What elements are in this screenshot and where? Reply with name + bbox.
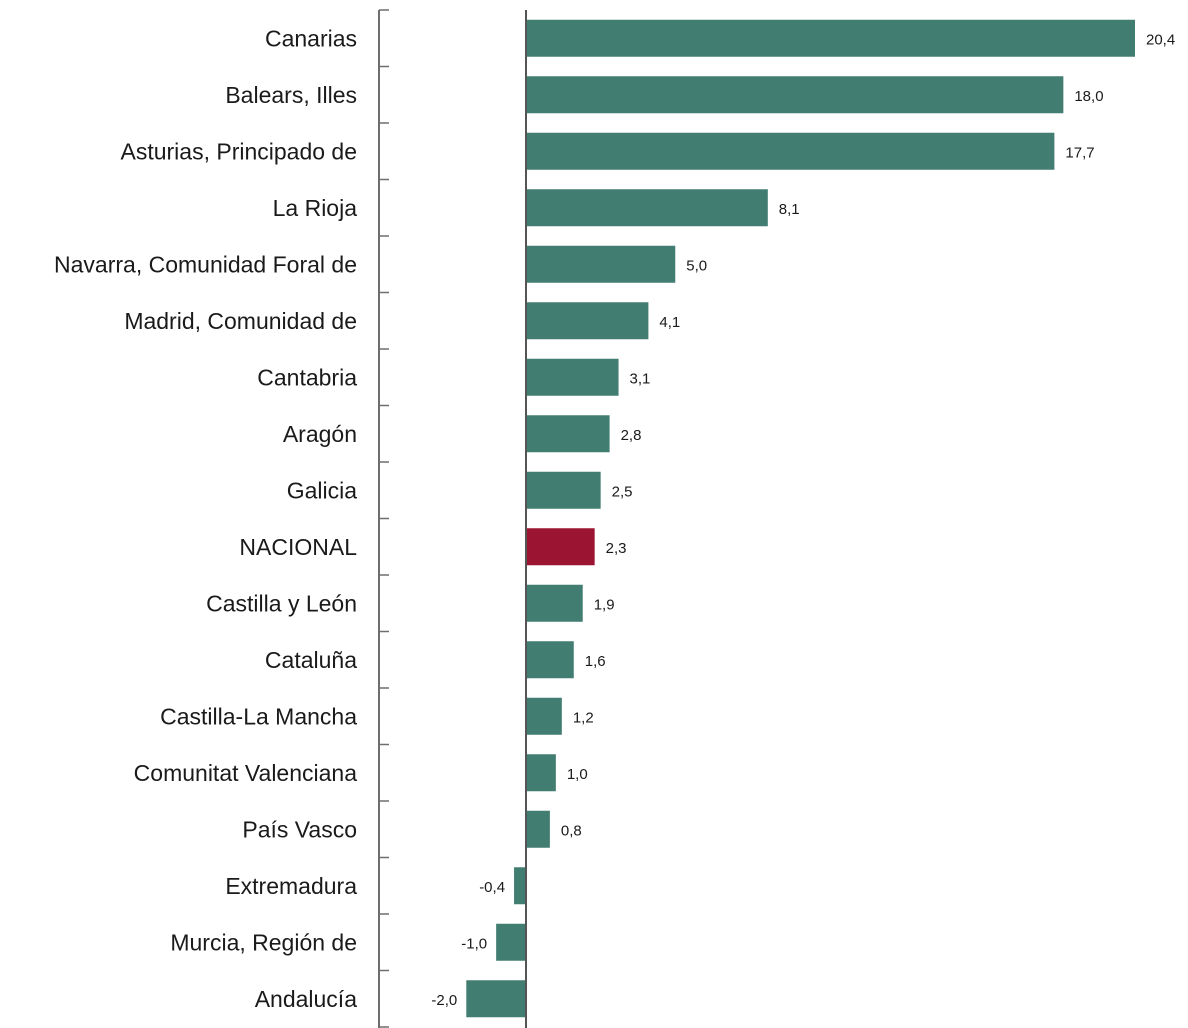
category-axis <box>378 9 389 1028</box>
category-label: Aragón <box>283 421 357 447</box>
category-label: Cataluña <box>265 647 357 673</box>
category-label: Asturias, Principado de <box>120 138 357 164</box>
bar-madrid-comunidad-de <box>526 302 649 340</box>
category-label: Madrid, Comunidad de <box>124 308 357 334</box>
category-label: Comunitat Valenciana <box>134 760 358 786</box>
value-label: 0,8 <box>561 822 582 839</box>
bar-canarias <box>526 19 1135 57</box>
bar-comunitat-valenciana <box>526 754 556 792</box>
value-label: 1,2 <box>573 709 594 726</box>
bar-cantabria <box>526 358 619 396</box>
bar-cataluña <box>526 641 574 679</box>
category-labels: Canarias Balears, Illes Asturias, Principa… <box>54 25 357 1012</box>
category-label: Extremadura <box>225 873 357 899</box>
value-label: -2,0 <box>431 992 457 1009</box>
value-label: 5,0 <box>686 257 707 274</box>
category-label: Murcia, Región de <box>170 929 357 955</box>
value-label: 1,6 <box>585 653 606 670</box>
value-label: 18,0 <box>1074 88 1103 105</box>
value-label: 3,1 <box>630 370 651 387</box>
bar-asturias-principado-de <box>526 132 1055 170</box>
value-label: -0,4 <box>479 879 505 896</box>
category-label: Navarra, Comunidad Foral de <box>54 251 357 277</box>
value-label: 17,7 <box>1065 144 1094 161</box>
bar-navarra-comunidad-foral-de <box>526 245 676 283</box>
bar-extremadura <box>514 867 526 905</box>
category-label: NACIONAL <box>239 534 357 560</box>
value-label: 4,1 <box>659 314 680 331</box>
value-label: 20,4 <box>1146 31 1175 48</box>
bar-balears-illes <box>526 76 1064 114</box>
category-label: Andalucía <box>255 986 358 1012</box>
value-label: 1,9 <box>594 596 615 613</box>
category-label: Galicia <box>287 477 358 503</box>
bar-murcia-región-de <box>496 923 526 961</box>
category-label: Cantabria <box>257 364 357 390</box>
bar-castilla-la-mancha <box>526 697 562 735</box>
bar-castilla-y-león <box>526 584 583 622</box>
value-label: 1,0 <box>567 766 588 783</box>
bar-aragón <box>526 415 610 453</box>
bar-nacional <box>526 528 595 566</box>
category-label: La Rioja <box>273 195 358 221</box>
bar-país-vasco <box>526 810 550 848</box>
category-label: Balears, Illes <box>225 82 357 108</box>
category-label: País Vasco <box>242 816 357 842</box>
value-label: 2,8 <box>621 427 642 444</box>
value-label: 2,5 <box>612 483 633 500</box>
value-labels: 20,4 18,0 17,7 8,1 5,0 4,1 3,1 2,8 2,5 2,3 1,9 1,6 1… <box>431 31 1175 1009</box>
bar-la-rioja <box>526 189 768 227</box>
value-label: 8,1 <box>779 201 800 218</box>
value-label: -1,0 <box>461 935 487 952</box>
category-label: Castilla-La Mancha <box>160 703 357 729</box>
bar-galicia <box>526 471 601 509</box>
value-label: 2,3 <box>606 540 627 557</box>
category-label: Canarias <box>265 25 357 51</box>
category-label: Castilla y León <box>206 590 357 616</box>
bar-andalucía <box>466 980 526 1018</box>
bars-group <box>466 19 1135 1018</box>
